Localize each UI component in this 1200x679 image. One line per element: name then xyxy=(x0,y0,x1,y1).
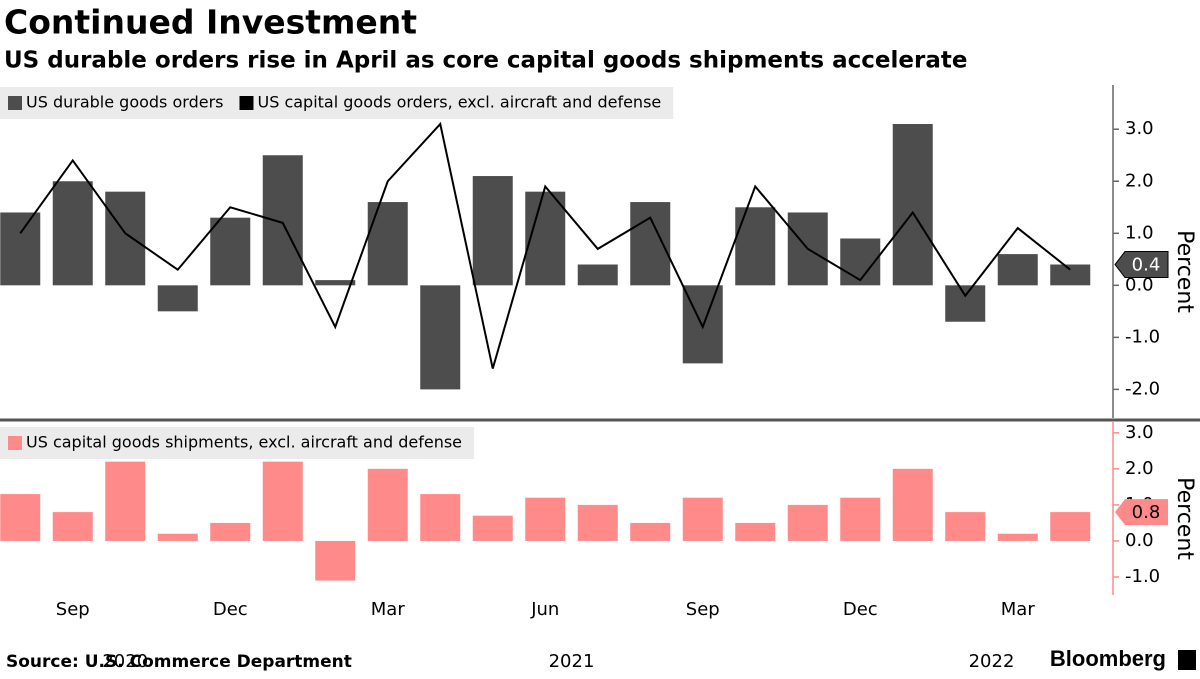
bar xyxy=(105,191,146,286)
legend: US durable goods orders US capital goods … xyxy=(0,87,674,119)
bar xyxy=(315,280,356,286)
bar xyxy=(1050,264,1091,286)
legend-label: US capital goods shipments, excl. aircra… xyxy=(26,433,462,452)
x-tick-label: Mar xyxy=(1001,599,1036,620)
bar xyxy=(210,217,251,286)
y-axis-title: Percent xyxy=(1172,477,1197,560)
y-tick-label: -1.0 xyxy=(1125,326,1160,347)
legend-swatch xyxy=(239,96,254,110)
bar xyxy=(52,512,93,541)
bar xyxy=(787,504,828,541)
legend-swatch xyxy=(8,96,22,110)
brand-icon xyxy=(1178,650,1196,670)
bar xyxy=(472,176,513,286)
y-tick-label: 3.0 xyxy=(1125,118,1154,139)
callout xyxy=(1115,499,1168,526)
bar xyxy=(367,468,408,541)
bar xyxy=(420,285,461,390)
callout xyxy=(1114,251,1169,279)
legend-label: US capital goods orders, excl. aircraft … xyxy=(257,93,661,112)
bar xyxy=(52,181,93,286)
x-year-label: 2022 xyxy=(969,651,1015,672)
y-tick-label: 2.0 xyxy=(1125,458,1154,479)
bar xyxy=(1050,512,1091,541)
bar xyxy=(840,497,881,541)
legend-label: US durable goods orders xyxy=(26,93,223,112)
bar xyxy=(157,285,198,312)
bar xyxy=(682,497,723,541)
bar xyxy=(0,494,41,541)
bar xyxy=(997,533,1038,541)
legend-box xyxy=(0,427,475,459)
y-tick-label: 3.0 xyxy=(1125,422,1154,443)
bar xyxy=(577,264,618,286)
brand: Bloomberg xyxy=(1050,646,1166,671)
bar xyxy=(892,124,933,286)
legend-swatch xyxy=(8,436,22,450)
y-tick-label: 1.0 xyxy=(1125,222,1154,243)
value-label: 0.4 xyxy=(1132,255,1161,276)
bar xyxy=(525,497,566,541)
legend: US capital goods shipments, excl. aircra… xyxy=(0,427,475,459)
legend-box xyxy=(0,87,674,119)
line xyxy=(19,121,1071,369)
x-tick-label: Dec xyxy=(843,599,878,620)
chart-title: Continued Investment xyxy=(4,3,417,42)
bar xyxy=(945,512,986,541)
x-tick-label: Mar xyxy=(371,599,406,620)
x-tick-label: Dec xyxy=(213,599,248,620)
bar xyxy=(945,285,986,322)
bar xyxy=(892,468,933,541)
y-tick-label: -1.0 xyxy=(1125,566,1160,587)
bar xyxy=(262,155,303,286)
bar xyxy=(735,207,776,286)
bar xyxy=(0,212,41,286)
bar xyxy=(630,202,671,286)
y-tick-label: 0.0 xyxy=(1125,530,1154,551)
bar xyxy=(262,461,303,541)
x-tick-label: Sep xyxy=(56,599,90,620)
y-axis-title: Percent xyxy=(1172,230,1197,313)
y-tick-label: 2.0 xyxy=(1125,170,1154,191)
x-year-label: 2021 xyxy=(549,651,595,672)
bar xyxy=(157,533,198,541)
value-label: 0.8 xyxy=(1132,502,1161,523)
y-tick-label: -2.0 xyxy=(1125,378,1160,399)
bar xyxy=(420,494,461,541)
chart-subtitle: US durable orders rise in April as core … xyxy=(4,48,967,74)
y-tick-label: 0.0 xyxy=(1125,274,1154,295)
x-tick-label: Jun xyxy=(530,599,559,620)
bar xyxy=(472,515,513,541)
bar xyxy=(735,522,776,541)
source: Source: U.S. Commerce Department xyxy=(6,652,352,672)
bar xyxy=(630,522,671,541)
bar xyxy=(367,202,408,286)
x-year-label: 2020 xyxy=(102,651,148,672)
bar xyxy=(525,191,566,286)
bar xyxy=(315,540,356,581)
bar xyxy=(997,254,1038,286)
bar xyxy=(577,504,618,541)
bar xyxy=(210,522,251,541)
bar xyxy=(105,461,146,541)
x-tick-label: Sep xyxy=(686,599,720,620)
